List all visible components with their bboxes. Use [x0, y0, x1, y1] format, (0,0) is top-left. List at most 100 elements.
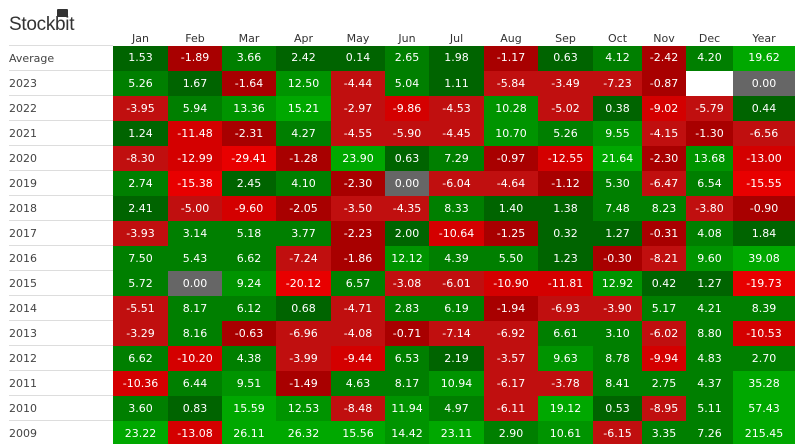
- heatmap-cell: 1.38: [538, 195, 593, 221]
- heatmap-cell: 0.53: [593, 395, 642, 421]
- heatmap-cell: -3.95: [113, 95, 168, 121]
- heatmap-cell: 0.42: [642, 270, 686, 296]
- heatmap-cell: 35.28: [733, 370, 795, 396]
- heatmap-cell: 15.56: [331, 420, 385, 444]
- row-label: 2020: [9, 145, 113, 171]
- heatmap-cell: -4.44: [331, 70, 385, 96]
- heatmap-cell: 9.51: [222, 370, 276, 396]
- heatmap-cell: 2.42: [276, 45, 331, 71]
- heatmap-cell: -6.47: [642, 170, 686, 196]
- heatmap-cell: 23.90: [331, 145, 385, 171]
- column-header-jan: Jan: [132, 31, 149, 45]
- heatmap-cell: -3.49: [538, 70, 593, 96]
- heatmap-cell: 1.24: [113, 120, 168, 146]
- table-row: 2019 2.74 -15.38 2.45 4.10 -2.30 0.00 -6.04 -4.6…: [9, 170, 795, 196]
- heatmap-cell: -3.78: [538, 370, 593, 396]
- heatmap-cell: 12.12: [385, 245, 429, 271]
- column-header-nov: Nov: [653, 31, 675, 45]
- heatmap-cell: -9.44: [331, 345, 385, 371]
- heatmap-cell: 0.00: [733, 70, 795, 96]
- heatmap-cell: -9.60: [222, 195, 276, 221]
- heatmap-cell: -6.15: [593, 420, 642, 444]
- heatmap-cell: -7.14: [429, 320, 484, 346]
- heatmap-cell: 2.74: [113, 170, 168, 196]
- heatmap-cell: 2.75: [642, 370, 686, 396]
- table-row: 2010 3.60 0.83 15.59 12.53 -8.48 11.94 4.97 -6.1…: [9, 395, 795, 421]
- heatmap-cell: 11.94: [385, 395, 429, 421]
- heatmap-cell: 4.63: [331, 370, 385, 396]
- heatmap-cell: 1.67: [168, 70, 222, 96]
- heatmap-cell: 2.70: [733, 345, 795, 371]
- heatmap-cell: 0.68: [276, 295, 331, 321]
- row-label: 2021: [9, 120, 113, 146]
- heatmap-cell: 4.20: [686, 45, 733, 71]
- heatmap-cell: 2.83: [385, 295, 429, 321]
- heatmap-cell: 3.35: [642, 420, 686, 444]
- row-label: 2010: [9, 395, 113, 421]
- column-header-jun: Jun: [398, 31, 416, 45]
- heatmap-cell: 8.41: [593, 370, 642, 396]
- heatmap-cell: -8.48: [331, 395, 385, 421]
- heatmap-cell: 5.11: [686, 395, 733, 421]
- heatmap-cell: -3.93: [113, 220, 168, 246]
- heatmap-cell: 12.53: [276, 395, 331, 421]
- heatmap-cell: 2.45: [222, 170, 276, 196]
- heatmap-cell: 9.24: [222, 270, 276, 296]
- heatmap-cell: -8.21: [642, 245, 686, 271]
- heatmap-cell: 1.27: [686, 270, 733, 296]
- column-header-sep: Sep: [555, 31, 576, 45]
- stockbit-logo: Stockbit: [9, 14, 75, 35]
- heatmap-cell: -2.42: [642, 45, 686, 71]
- heatmap-cell: 3.77: [276, 220, 331, 246]
- heatmap-cell: -0.87: [642, 70, 686, 96]
- heatmap-cell: 10.61: [538, 420, 593, 444]
- heatmap-cell: -2.23: [331, 220, 385, 246]
- column-header-year: Year: [752, 31, 776, 45]
- heatmap-cell: 5.72: [113, 270, 168, 296]
- heatmap-cell: 9.63: [538, 345, 593, 371]
- column-header-mar: Mar: [238, 31, 260, 45]
- heatmap-cell: 8.39: [733, 295, 795, 321]
- heatmap-cell: -11.81: [538, 270, 593, 296]
- heatmap-cell: -1.89: [168, 45, 222, 71]
- heatmap-cell: 4.39: [429, 245, 484, 271]
- heatmap-cell: -1.94: [484, 295, 538, 321]
- heatmap-cell: 26.32: [276, 420, 331, 444]
- heatmap-cell: 5.43: [168, 245, 222, 271]
- heatmap-cell: [686, 70, 733, 96]
- heatmap-cell: -6.01: [429, 270, 484, 296]
- row-label: 2013: [9, 320, 113, 346]
- column-header-dec: Dec: [698, 31, 721, 45]
- heatmap-cell: 7.50: [113, 245, 168, 271]
- heatmap-cell: -4.15: [642, 120, 686, 146]
- heatmap-cell: 6.54: [686, 170, 733, 196]
- heatmap-cell: 1.40: [484, 195, 538, 221]
- heatmap-cell: 4.37: [686, 370, 733, 396]
- heatmap-cell: 5.30: [593, 170, 642, 196]
- row-label: 2014: [9, 295, 113, 321]
- row-label: 2012: [9, 345, 113, 371]
- heatmap-cell: 8.17: [168, 295, 222, 321]
- heatmap-cell: 19.62: [733, 45, 795, 71]
- heatmap-cell: -5.79: [686, 95, 733, 121]
- heatmap-cell: 15.21: [276, 95, 331, 121]
- heatmap-cell: -6.93: [538, 295, 593, 321]
- heatmap-cell: 0.00: [168, 270, 222, 296]
- heatmap-cell: 0.14: [331, 45, 385, 71]
- heatmap-cell: -20.12: [276, 270, 331, 296]
- heatmap-cell: 7.48: [593, 195, 642, 221]
- heatmap-cell: 6.57: [331, 270, 385, 296]
- heatmap-cell: -1.49: [276, 370, 331, 396]
- heatmap-cell: -5.00: [168, 195, 222, 221]
- heatmap-cell: -10.64: [429, 220, 484, 246]
- heatmap-cell: -6.56: [733, 120, 795, 146]
- heatmap-cell: -2.30: [331, 170, 385, 196]
- heatmap-cell: 3.60: [113, 395, 168, 421]
- heatmap-cell: 0.44: [733, 95, 795, 121]
- heatmap-cell: 3.14: [168, 220, 222, 246]
- heatmap-cell: 4.12: [593, 45, 642, 71]
- heatmap-cell: -1.86: [331, 245, 385, 271]
- heatmap-cell: -4.53: [429, 95, 484, 121]
- heatmap-cell: -3.99: [276, 345, 331, 371]
